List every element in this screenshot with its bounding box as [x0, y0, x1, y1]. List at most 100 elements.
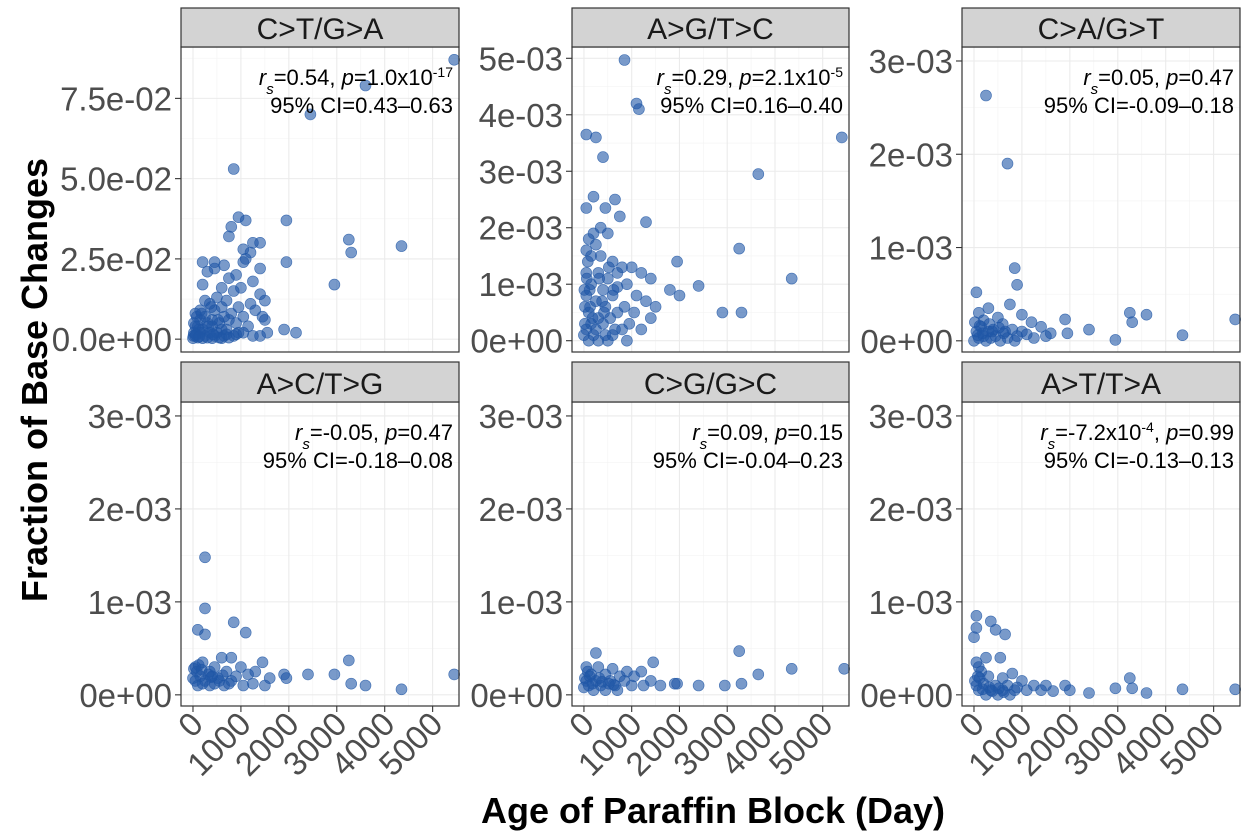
confidence-interval-annotation: 95% CI=0.16–0.40 — [660, 93, 843, 118]
p-symbol: p — [1165, 65, 1178, 90]
p-symbol: p — [774, 420, 787, 445]
y-tick-label: 0e+00 — [860, 323, 953, 360]
data-point — [1176, 329, 1189, 342]
data-point — [254, 330, 266, 342]
data-point — [259, 679, 271, 692]
y-tick-label: 0e+00 — [470, 677, 563, 714]
data-point — [328, 278, 341, 291]
data-point — [590, 131, 602, 144]
y-tick-label: 0e+00 — [79, 677, 172, 714]
data-point — [601, 227, 614, 240]
y-tick-label: 0e+00 — [470, 323, 563, 360]
correlation-symbol: r — [657, 65, 666, 90]
data-point — [597, 151, 609, 163]
data-point — [212, 314, 224, 326]
y-tick-label: 5.0e-02 — [60, 161, 172, 198]
data-point — [637, 679, 650, 692]
correlation-subscript: s — [302, 436, 310, 453]
correlation-symbol: r — [1040, 420, 1049, 445]
x-axis-title: Age of Paraffin Block (Day) — [481, 790, 945, 831]
correlation-exponent: -4 — [1141, 419, 1154, 435]
data-point — [593, 272, 606, 285]
data-point — [1011, 278, 1023, 291]
data-point — [1008, 334, 1021, 347]
data-point — [205, 301, 217, 313]
data-point — [618, 54, 631, 66]
y-tick-label: 2e-03 — [479, 491, 563, 528]
y-tick-label: 3e-03 — [869, 43, 953, 80]
facet-strip-label: A>T/T>A — [1041, 368, 1161, 401]
facet-strip-label: C>A/G>T — [1038, 13, 1165, 46]
data-point — [596, 295, 608, 308]
data-point — [647, 656, 660, 669]
data-point — [581, 665, 594, 678]
data-point — [359, 79, 372, 92]
data-point — [999, 628, 1011, 641]
data-point — [259, 294, 271, 307]
y-tick-label: 2e-03 — [88, 491, 172, 528]
facet-strip-label: C>T/G>A — [257, 13, 384, 46]
data-point — [671, 677, 683, 690]
correlation-subscript: s — [1048, 436, 1056, 453]
data-point — [290, 326, 302, 339]
data-point — [1126, 316, 1138, 329]
p-symbol: p — [384, 420, 397, 445]
data-point — [199, 551, 211, 564]
data-point — [395, 683, 408, 696]
y-tick-label: 2e-03 — [479, 210, 563, 247]
data-point — [259, 314, 271, 326]
data-point — [196, 256, 209, 268]
facet-strip — [961, 7, 1241, 48]
correlation-subscript: s — [700, 436, 708, 453]
data-point — [201, 265, 214, 278]
data-point — [1016, 308, 1028, 321]
data-point — [611, 267, 624, 279]
data-point — [223, 677, 235, 690]
data-point — [630, 289, 643, 302]
data-point — [584, 300, 596, 313]
facet-strip-label: A>G/T>C — [647, 13, 774, 46]
data-point — [1229, 683, 1241, 696]
data-point — [199, 628, 211, 641]
y-tick-label: 1e-03 — [479, 266, 563, 303]
facet-strip-label: A>C/T>G — [257, 368, 384, 401]
y-tick-label: 1e-03 — [88, 584, 172, 621]
facet-panel: C>A/G>T 0e+00 1e-03 2e-03 3e-03 rs=0.05, p=0.… — [860, 7, 1241, 360]
data-point — [345, 246, 358, 259]
data-point — [590, 238, 602, 251]
data-point — [1124, 672, 1136, 684]
data-point — [616, 323, 628, 336]
data-point — [207, 328, 219, 341]
separator: , — [763, 420, 775, 445]
facet-panel: C>G/G>C0e+001e-032e-033e-030100020003000… — [470, 361, 851, 783]
correlation-symbol: r — [692, 420, 701, 445]
data-point — [607, 678, 620, 691]
data-point — [256, 656, 269, 669]
data-point — [980, 89, 992, 102]
correlation-subscript: s — [266, 81, 274, 98]
data-point — [188, 317, 200, 329]
data-point — [733, 645, 746, 657]
data-point — [735, 677, 748, 690]
correlation-annotation: rs=-0.05, p=0.47 — [295, 420, 453, 453]
data-point — [254, 237, 266, 249]
facet-panels: C>T/G>A0.0e+002.5e-025.0e-027.5e-02rs=0.… — [52, 7, 1241, 783]
data-point — [193, 330, 205, 343]
facet-strip — [180, 7, 460, 48]
data-point — [597, 284, 609, 296]
data-point — [215, 281, 228, 294]
data-point — [227, 163, 240, 175]
data-point — [278, 323, 290, 336]
data-point — [359, 679, 372, 692]
data-point — [980, 651, 992, 664]
data-point — [225, 651, 238, 664]
p-value: =0.47 — [397, 420, 453, 445]
p-symbol: p — [341, 65, 354, 90]
data-point — [635, 267, 648, 279]
p-value: =0.47 — [1178, 65, 1234, 90]
y-tick-label: 5e-03 — [479, 40, 563, 77]
data-point — [195, 307, 208, 320]
p-symbol: p — [738, 65, 751, 90]
data-point — [242, 668, 254, 681]
data-point — [227, 285, 240, 297]
